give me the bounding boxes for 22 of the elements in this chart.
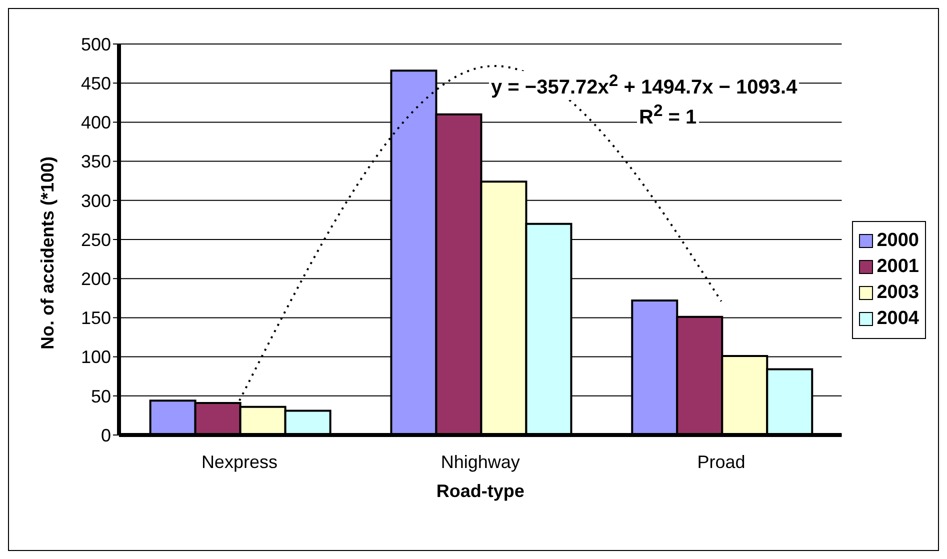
x-axis-title: Road-type	[436, 481, 524, 501]
legend-label: 2001	[876, 256, 919, 278]
legend-label: 2003	[876, 282, 919, 304]
y-tick-label: 500	[80, 34, 111, 54]
y-tick-label: 200	[80, 268, 111, 289]
y-tick-label: 0	[100, 425, 111, 446]
y-tick-label: 100	[80, 347, 111, 368]
legend-label: 2004	[876, 308, 919, 330]
annotation: y = −357.72x$^{2}$ + 1494.7x − 1093.4	[489, 71, 800, 100]
x-tick-label: Nexpress	[201, 452, 278, 472]
annotation: R$^{2}$ = 1	[637, 101, 699, 130]
legend-label: 2000	[876, 230, 919, 252]
x-tick-label: Nhighway	[440, 452, 520, 472]
y-tick-label: 350	[80, 152, 111, 172]
y-axis-title: No. of accidents (*100)	[37, 156, 58, 350]
x-tick-label: Proad	[697, 452, 746, 472]
y-tick-label: 300	[80, 190, 111, 211]
y-tick-label: 50	[90, 386, 111, 406]
y-tick-label: 400	[80, 112, 111, 133]
y-tick-label: 150	[80, 308, 111, 328]
y-tick-label: 250	[80, 230, 111, 250]
y-tick-label: 450	[80, 73, 111, 94]
